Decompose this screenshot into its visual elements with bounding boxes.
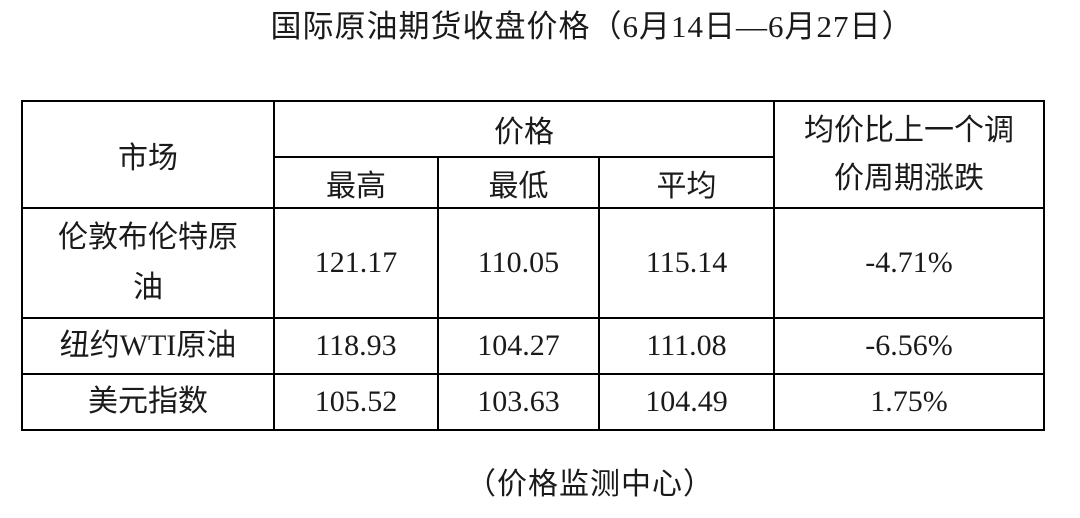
header-row-sub: 最高 最低 平均	[22, 156, 1044, 209]
cell-market-wti-label: 纽约WTI原油	[59, 329, 237, 362]
source-note: （价格监测中心）	[466, 468, 714, 501]
price-table: 市场 价格 均价比上一个调价周期涨跌 最高 最低 平均 伦敦布伦特原油	[21, 100, 1046, 431]
col-header-price-group: 价格	[272, 100, 776, 158]
col-header-market-label: 市场	[118, 141, 178, 175]
cell-market-usd-index-label: 美元指数	[88, 385, 208, 418]
col-header-market: 市场	[21, 100, 275, 209]
col-header-low-label: 最低	[488, 169, 549, 203]
col-header-high-label: 最高	[326, 169, 386, 203]
cell-avg-wti: 111.08	[597, 317, 776, 375]
cell-low-usd-index: 103.63	[437, 373, 600, 431]
col-header-change: 均价比上一个调价周期涨跌	[773, 100, 1046, 209]
cell-avg-brent: 115.14	[597, 207, 776, 319]
cell-high-brent: 121.17	[273, 207, 439, 319]
col-header-avg-label: 平均	[656, 169, 717, 203]
cell-change-brent: -4.71%	[773, 207, 1046, 319]
col-header-price-group-label: 价格	[494, 116, 555, 149]
cell-market-wti: 纽约WTI原油	[21, 317, 275, 375]
col-header-change-label: 均价比上一个调价周期涨跌	[804, 113, 1015, 195]
cell-low-wti: 104.27	[437, 317, 600, 375]
header-row-top: 市场 价格 均价比上一个调价周期涨跌	[21, 100, 1046, 209]
page-title: 国际原油期货收盘价格（6月14日—6月27日）	[270, 9, 914, 44]
table-row-wti: 纽约WTI原油 118.93 104.27 111.08 -6.56%	[21, 317, 1046, 375]
col-header-low: 最低	[437, 156, 600, 209]
col-header-avg: 平均	[597, 156, 776, 209]
cell-market-usd-index: 美元指数	[21, 373, 275, 431]
cell-high-wti: 118.93	[273, 317, 439, 375]
cell-high-usd-index: 105.52	[273, 373, 439, 431]
table-row-usd-index: 美元指数 105.52 103.63 104.49 1.75%	[21, 373, 1046, 431]
col-header-high: 最高	[273, 156, 439, 209]
cell-market-brent: 伦敦布伦特原油	[21, 207, 275, 319]
cell-change-wti: -6.56%	[773, 317, 1046, 375]
cell-avg-usd-index: 104.49	[597, 373, 776, 431]
cell-low-brent: 110.05	[437, 207, 600, 319]
cell-market-brent-label: 伦敦布伦特原油	[58, 221, 238, 304]
cell-change-usd-index: 1.75%	[773, 373, 1046, 431]
table-row-brent: 伦敦布伦特原油 121.17 110.05 115.14 -4.71%	[21, 207, 1046, 319]
